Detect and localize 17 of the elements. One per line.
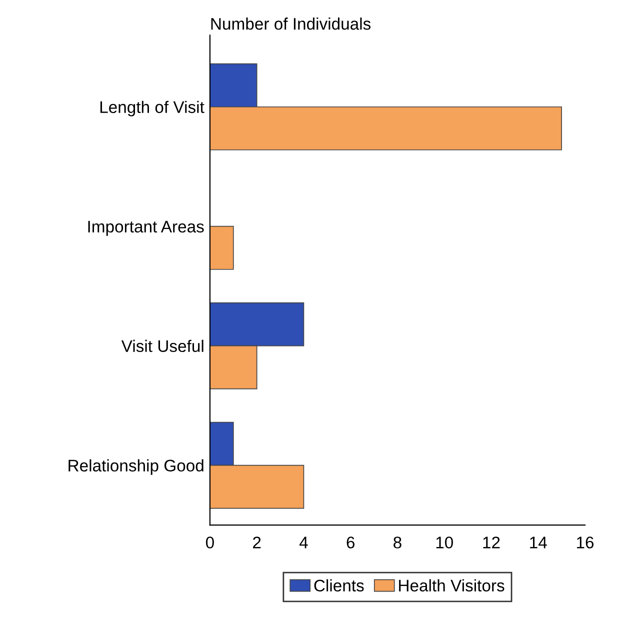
x-tick-label: 6 — [346, 536, 354, 548]
y-tick-label: Length of Visit — [100, 100, 204, 116]
legend-label: Clients — [314, 579, 364, 592]
x-tick-label: 4 — [299, 536, 308, 548]
x-tick-label: 16 — [577, 536, 594, 548]
x-tick-label: 8 — [394, 536, 402, 548]
legend-label: Health Visitors — [399, 579, 504, 592]
x-tick-label: 14 — [530, 536, 547, 548]
x-axis-title: Number of Individuals — [211, 18, 371, 30]
x-tick-label: 10 — [436, 536, 453, 548]
x-tick-label: 12 — [483, 536, 500, 548]
x-tick-label: 0 — [206, 536, 214, 548]
x-tick-label: 2 — [253, 536, 261, 548]
y-tick-label: Important Areas — [88, 220, 204, 236]
y-tick-label: Visit Useful — [121, 340, 204, 352]
bar — [210, 226, 234, 270]
y-tick-label: Relationship Good — [68, 459, 204, 475]
